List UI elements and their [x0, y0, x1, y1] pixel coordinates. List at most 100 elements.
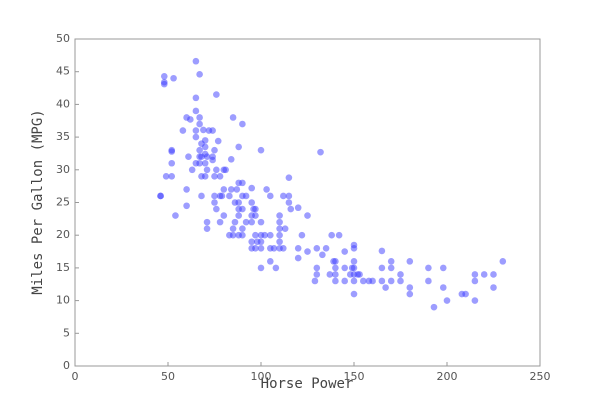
point — [471, 271, 479, 278]
y-tick-label: 25 — [56, 196, 70, 209]
y-tick-label: 35 — [56, 130, 70, 143]
point — [280, 244, 287, 252]
point — [196, 114, 203, 121]
point — [209, 153, 216, 161]
point — [192, 94, 200, 102]
point — [172, 212, 179, 219]
point — [462, 290, 469, 298]
point — [192, 107, 200, 115]
point — [220, 186, 228, 193]
x-tick-label: 200 — [437, 370, 458, 383]
point — [276, 218, 283, 226]
point — [229, 114, 237, 121]
point — [382, 284, 389, 291]
point — [387, 277, 395, 285]
point — [226, 192, 233, 200]
point — [326, 271, 334, 278]
point — [252, 205, 259, 213]
plot-frame — [74, 38, 541, 367]
point — [490, 271, 497, 278]
point — [341, 248, 349, 255]
point — [198, 192, 205, 200]
point — [397, 277, 404, 285]
point — [248, 218, 255, 226]
point — [378, 247, 386, 255]
point — [270, 244, 278, 252]
point — [201, 137, 209, 144]
point — [160, 72, 168, 80]
point — [252, 231, 259, 239]
point — [471, 297, 479, 304]
point — [267, 258, 274, 265]
point — [242, 218, 250, 226]
y-axis-label: Miles Per Gallon (MPG) — [30, 109, 46, 294]
point — [263, 186, 270, 193]
point — [239, 231, 246, 239]
point — [203, 166, 211, 174]
point — [332, 258, 339, 265]
point — [203, 218, 211, 226]
point — [211, 146, 218, 154]
point — [160, 80, 168, 88]
point — [248, 238, 255, 246]
point — [222, 166, 229, 174]
point — [239, 120, 246, 128]
point — [257, 146, 265, 154]
y-tick-label: 40 — [56, 97, 70, 110]
point — [332, 264, 339, 272]
point — [257, 218, 265, 226]
y-tick-label: 10 — [56, 294, 70, 307]
x-tick-label: 250 — [530, 370, 551, 383]
point — [439, 284, 447, 291]
point — [203, 225, 211, 232]
point — [233, 186, 241, 193]
point — [216, 218, 224, 226]
point — [425, 264, 432, 272]
point — [322, 244, 330, 252]
point — [170, 74, 177, 82]
point — [304, 248, 311, 255]
point — [387, 258, 395, 265]
point — [227, 186, 235, 193]
point — [276, 231, 283, 239]
point — [350, 264, 358, 272]
point — [272, 264, 280, 272]
point — [168, 173, 176, 180]
y-tick-label: 0 — [63, 359, 70, 372]
point — [168, 159, 176, 167]
point — [252, 212, 259, 219]
point — [192, 57, 200, 65]
point — [276, 212, 283, 219]
point — [196, 71, 203, 78]
point — [211, 199, 218, 206]
x-tick-label: 50 — [161, 370, 175, 383]
point — [168, 146, 176, 154]
point — [335, 231, 343, 239]
point — [229, 231, 237, 239]
x-tick-label: 0 — [72, 370, 79, 383]
point — [196, 120, 203, 128]
point — [360, 277, 367, 285]
point — [188, 166, 196, 174]
point — [281, 225, 289, 232]
point — [257, 238, 265, 246]
point — [242, 192, 250, 200]
y-tick-label: 20 — [56, 228, 70, 241]
point — [196, 146, 203, 154]
point — [201, 173, 209, 180]
point — [406, 290, 414, 298]
point — [200, 126, 207, 134]
point — [287, 205, 295, 213]
point — [211, 192, 218, 200]
point — [203, 153, 211, 161]
point — [239, 225, 246, 232]
point — [341, 264, 349, 272]
point — [356, 271, 363, 278]
point — [248, 199, 255, 206]
point — [480, 271, 488, 278]
point — [235, 212, 242, 219]
point — [196, 159, 203, 167]
point — [192, 133, 200, 141]
point — [350, 290, 358, 298]
